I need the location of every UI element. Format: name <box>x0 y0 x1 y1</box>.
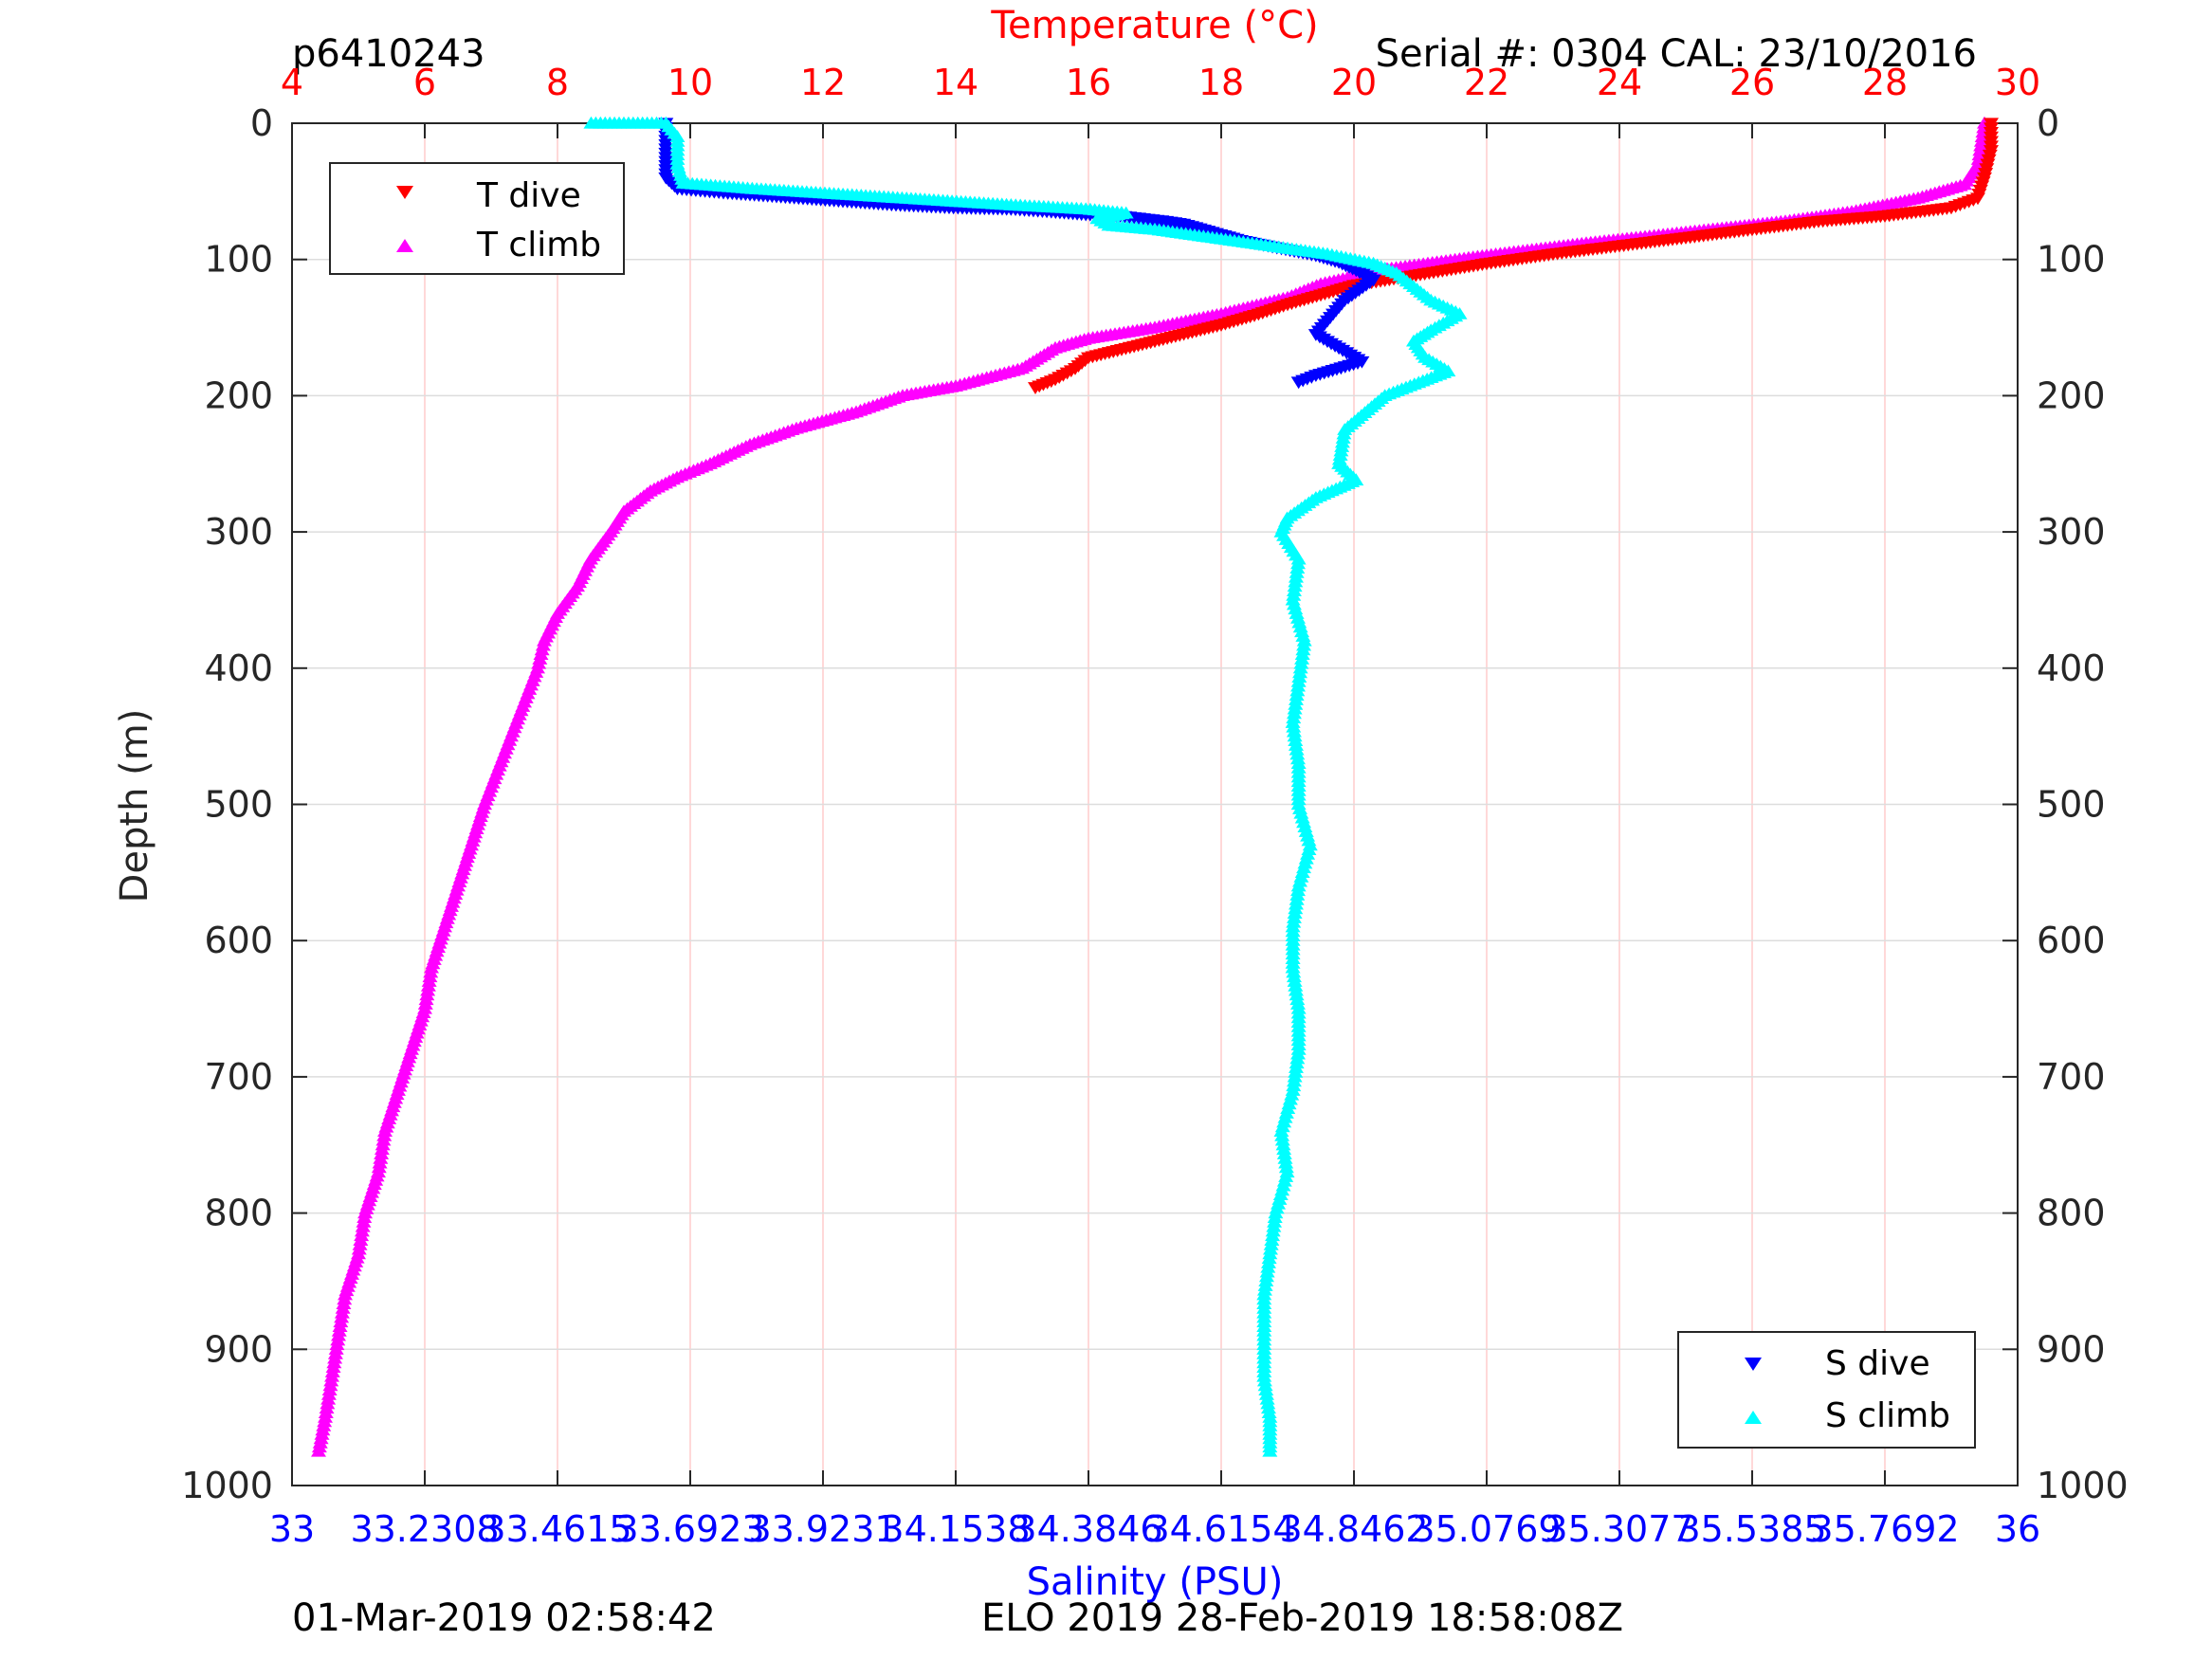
tick-label-depth-left: 800 <box>204 1193 273 1234</box>
tick-label-temperature: 10 <box>667 62 713 103</box>
tick-label-depth-right: 900 <box>2037 1328 2106 1370</box>
legend-marker-s-dive <box>1745 1358 1762 1371</box>
tick-label-salinity: 35.0769 <box>1412 1508 1561 1550</box>
data-points <box>311 116 1999 1457</box>
tick-label-depth-left: 200 <box>204 374 273 416</box>
tick-label-depth-left: 900 <box>204 1328 273 1370</box>
tick-label-depth-right: 300 <box>2037 511 2106 553</box>
tick-label-depth-right: 1000 <box>2037 1465 2129 1506</box>
depth-axis-label: Depth (m) <box>113 709 156 903</box>
data-point <box>1290 376 1307 390</box>
tick-label-temperature: 22 <box>1464 62 1509 103</box>
tick-label-temperature: 18 <box>1198 62 1244 103</box>
tick-label-salinity: 34.1538 <box>881 1508 1030 1550</box>
profile-id: p6410243 <box>292 32 485 76</box>
tick-label-salinity: 33.2308 <box>350 1508 499 1550</box>
data-point <box>311 1444 326 1457</box>
tick-label-salinity: 34.6154 <box>1146 1508 1295 1550</box>
tick-label-temperature: 24 <box>1597 62 1642 103</box>
tick-label-temperature: 20 <box>1331 62 1377 103</box>
legend-label-s-dive: S dive <box>1825 1344 1930 1383</box>
series-t-dive <box>1028 118 1999 394</box>
tick-label-salinity: 35.3077 <box>1545 1508 1693 1550</box>
tick-label-temperature: 14 <box>933 62 978 103</box>
temperature-legend: T dive T climb <box>329 162 625 275</box>
tick-label-salinity: 33.9231 <box>748 1508 897 1550</box>
tick-label-temperature: 4 <box>281 62 303 103</box>
tick-label-depth-left: 500 <box>204 784 273 826</box>
legend-marker-t-dive <box>396 186 413 199</box>
salinity-legend: S dive S climb <box>1677 1331 1976 1449</box>
tick-label-salinity: 33.4615 <box>483 1508 631 1550</box>
tick-label-salinity: 34.8462 <box>1279 1508 1428 1550</box>
data-point <box>1028 382 1043 394</box>
tick-label-salinity: 35.5385 <box>1677 1508 1826 1550</box>
serial-cal-label: Serial #: 0304 CAL: 23/10/2016 <box>1375 32 1977 76</box>
axes: 4 6 8 10 12 14 16 18 20 22 24 26 28 30 33 33.230833.461… <box>181 62 2128 1550</box>
series-t-climb <box>311 116 1992 1457</box>
salinity-axis-label: Salinity (PSU) <box>1027 1560 1284 1604</box>
timestamp-right: ELO 2019 28-Feb-2019 18:58:08Z <box>981 1596 1623 1640</box>
tick-label-depth-left: 600 <box>204 920 273 961</box>
tick-label-depth-right: 800 <box>2037 1193 2106 1234</box>
tick-label-depth-right: 100 <box>2037 239 2106 281</box>
tick-label-salinity: 36 <box>1995 1508 2040 1550</box>
tick-label-depth-left: 0 <box>250 102 273 144</box>
legend-label-t-dive: T dive <box>476 176 581 215</box>
tick-label-salinity: 33 <box>269 1508 315 1550</box>
tick-label-depth-right: 600 <box>2037 920 2106 961</box>
tick-label-temperature: 8 <box>546 62 569 103</box>
temperature-axis-label: Temperature (°C) <box>990 4 1318 47</box>
tick-label-depth-left: 300 <box>204 511 273 553</box>
tick-label-salinity: 34.3846 <box>1014 1508 1162 1550</box>
legend-label-s-climb: S climb <box>1825 1396 1950 1435</box>
tick-label-temperature: 30 <box>1995 62 2040 103</box>
tick-label-depth-right: 200 <box>2037 374 2106 416</box>
tick-label-depth-left: 100 <box>204 239 273 281</box>
legend-label-t-climb: T climb <box>476 226 601 264</box>
tick-label-temperature: 12 <box>800 62 846 103</box>
data-point <box>1262 1444 1278 1457</box>
tick-label-salinity: 33.6923 <box>615 1508 764 1550</box>
tick-label-depth-right: 0 <box>2037 102 2059 144</box>
tick-label-depth-right: 700 <box>2037 1056 2106 1098</box>
tick-label-salinity: 35.7692 <box>1810 1508 1959 1550</box>
legend-marker-t-climb <box>396 239 413 252</box>
tick-label-depth-right: 400 <box>2037 647 2106 689</box>
tick-label-temperature: 6 <box>413 62 436 103</box>
tick-label-depth-left: 1000 <box>181 1465 273 1506</box>
tick-label-depth-left: 400 <box>204 647 273 689</box>
series-s-dive <box>658 118 1381 390</box>
tick-label-depth-right: 500 <box>2037 784 2106 826</box>
legend-marker-s-climb <box>1745 1411 1762 1424</box>
tick-label-temperature: 26 <box>1729 62 1775 103</box>
timestamp-left: 01-Mar-2019 02:58:42 <box>292 1596 716 1640</box>
series-s-climb <box>583 116 1468 1457</box>
tick-label-depth-left: 700 <box>204 1056 273 1098</box>
tick-label-temperature: 16 <box>1066 62 1111 103</box>
tick-label-temperature: 28 <box>1862 62 1908 103</box>
